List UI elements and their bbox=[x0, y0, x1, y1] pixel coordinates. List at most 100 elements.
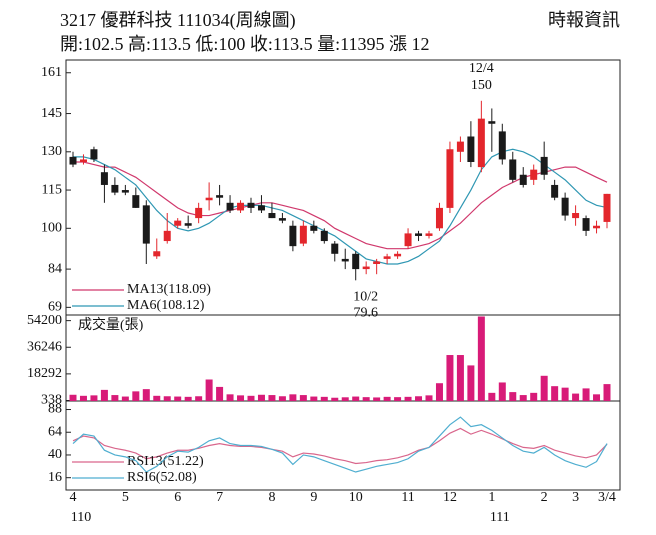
candle-body bbox=[467, 136, 475, 162]
volume-bar bbox=[163, 396, 171, 401]
volume-bar bbox=[278, 396, 286, 401]
candle-body bbox=[90, 149, 98, 160]
x-tick-label: 7 bbox=[216, 490, 223, 505]
candle-body bbox=[121, 190, 129, 193]
volume-bar bbox=[90, 395, 98, 401]
rsi-line bbox=[72, 427, 608, 465]
x-year-label: 111 bbox=[490, 510, 510, 525]
volume-bar bbox=[341, 397, 349, 401]
candle-body bbox=[163, 230, 171, 242]
volume-bar bbox=[174, 396, 182, 401]
volume-bar bbox=[582, 388, 590, 401]
candle-body bbox=[237, 202, 245, 211]
candle-body bbox=[603, 193, 611, 222]
volume-bar bbox=[404, 396, 412, 401]
candle-body bbox=[425, 233, 433, 236]
x-tick-label: 4 bbox=[70, 490, 77, 505]
panel-title: 成交量(張) bbox=[78, 316, 144, 333]
volume-bar bbox=[79, 395, 87, 401]
candle-body bbox=[551, 184, 559, 198]
volume-bar bbox=[184, 396, 192, 401]
candle-body bbox=[530, 169, 538, 180]
x-tick-label: 6 bbox=[174, 490, 181, 505]
candle-body bbox=[352, 253, 360, 270]
annotation-value: 79.6 bbox=[353, 306, 378, 321]
legend-label: RSI6(52.08) bbox=[127, 470, 197, 485]
volume-bar bbox=[572, 393, 580, 401]
volume-bar bbox=[530, 392, 538, 401]
candle-body bbox=[205, 197, 213, 201]
source: 時報資訊 bbox=[548, 10, 620, 30]
volume-bar bbox=[467, 365, 475, 401]
y-tick-label: 130 bbox=[41, 144, 62, 159]
volume-bar bbox=[153, 395, 161, 401]
frame bbox=[65, 59, 621, 491]
x-tick-label: 3/4 bbox=[598, 490, 616, 505]
candle-body bbox=[289, 225, 297, 247]
volume-bar bbox=[593, 394, 601, 401]
candle-body bbox=[195, 207, 203, 219]
candle-body bbox=[331, 243, 339, 254]
x-tick-label: 2 bbox=[541, 490, 548, 505]
candle-body bbox=[153, 251, 161, 257]
candle-body bbox=[435, 207, 443, 229]
y-tick-label: 84 bbox=[48, 261, 62, 276]
candle-body bbox=[247, 202, 255, 208]
volume-bar bbox=[498, 382, 506, 401]
candle-body bbox=[582, 218, 590, 231]
y-tick-label: 36246 bbox=[27, 339, 62, 354]
candle-body bbox=[79, 159, 87, 162]
annotation-value: 150 bbox=[471, 78, 492, 93]
volume-bar bbox=[257, 394, 265, 401]
x-tick-label: 5 bbox=[122, 490, 129, 505]
candle-body bbox=[174, 220, 182, 226]
volume-bar bbox=[561, 387, 569, 401]
candle-body bbox=[278, 218, 286, 221]
volume-bar bbox=[456, 355, 464, 401]
volume-bar bbox=[509, 392, 517, 401]
volume-bar bbox=[373, 397, 381, 401]
candle-body bbox=[299, 225, 307, 244]
volume-bar bbox=[331, 397, 339, 401]
y-tick-label: 64 bbox=[48, 424, 62, 439]
x-tick-label: 10 bbox=[349, 490, 363, 505]
volume-bar bbox=[488, 392, 496, 401]
volume-bar bbox=[247, 395, 255, 401]
candle-body bbox=[216, 195, 224, 198]
volume-bar bbox=[195, 396, 203, 401]
volume-bar bbox=[100, 389, 108, 401]
volume-bar bbox=[415, 396, 423, 401]
candle-body bbox=[257, 205, 265, 211]
chart-title: 3217 優群科技 111034(周線圖) bbox=[60, 10, 296, 31]
legend-label: MA6(108.12) bbox=[127, 298, 205, 313]
candle-body bbox=[572, 213, 580, 219]
x-tick-label: 1 bbox=[488, 490, 495, 505]
volume-bar bbox=[519, 395, 527, 401]
candle-body bbox=[488, 121, 496, 124]
candle-body bbox=[383, 256, 391, 259]
ma-line bbox=[73, 161, 608, 250]
volume-bar bbox=[69, 394, 77, 401]
x-tick-label: 8 bbox=[268, 490, 275, 505]
annotation-date: 12/4 bbox=[469, 61, 494, 76]
candle-body bbox=[446, 149, 454, 208]
candle-body bbox=[111, 184, 119, 193]
candle-body bbox=[184, 223, 192, 226]
y-tick-label: 115 bbox=[42, 182, 62, 197]
x-tick-label: 12 bbox=[443, 490, 457, 505]
volume-bar bbox=[362, 397, 370, 401]
volume-bar bbox=[394, 397, 402, 401]
candle-body bbox=[593, 225, 601, 229]
candle-body bbox=[540, 156, 548, 175]
y-tick-label: 40 bbox=[48, 447, 62, 462]
y-tick-label: 88 bbox=[48, 402, 62, 417]
x-year-label: 110 bbox=[71, 510, 91, 525]
candle-body bbox=[142, 205, 150, 244]
candle-body bbox=[519, 174, 527, 185]
volume-bar bbox=[603, 384, 611, 401]
candle-body bbox=[268, 213, 276, 219]
volume-bar bbox=[540, 375, 548, 401]
candle-body bbox=[226, 202, 234, 211]
y-tick-label: 54200 bbox=[27, 313, 62, 328]
y-tick-label: 100 bbox=[41, 221, 62, 236]
